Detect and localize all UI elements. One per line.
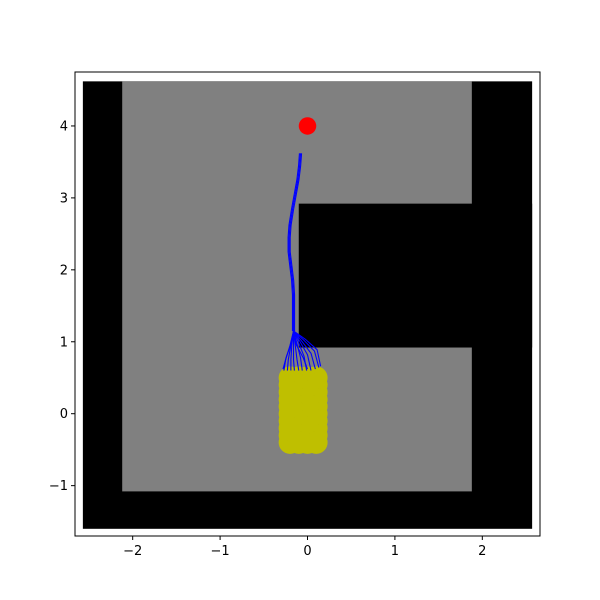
trajectories-layer [282,153,322,371]
trajectory-branch [292,330,309,370]
trajectory-branch [282,330,295,370]
plot-area [74,71,541,537]
y-axis: −1 0 1 2 3 4 [49,119,75,494]
y-tick-label: 3 [60,191,68,206]
obstacles-layer [298,203,533,348]
obstacle-region [298,203,533,348]
trajectory-branch [292,330,295,371]
x-tick-label: 0 [303,544,311,559]
trajectory-trunk [287,153,301,331]
trajectory-trunk [288,153,302,331]
y-tick-label: 0 [60,407,68,422]
goal-marker [298,117,317,135]
trajectory-trunk [289,153,303,331]
x-tick-label: 1 [391,544,399,559]
x-tick-label: −2 [123,544,142,559]
trajectory-branch [293,330,316,370]
x-axis: −2 −1 0 1 2 [123,536,486,559]
y-tick-label: 4 [60,119,68,134]
y-tick-label: −1 [49,479,68,494]
y-tick-label: 2 [60,263,68,278]
goal-layer [298,117,317,135]
trajectory-branch [293,330,322,367]
y-tick-label: 1 [60,335,68,350]
start-point [304,431,328,454]
x-tick-label: −1 [211,544,230,559]
trajectory-branch [293,330,320,368]
trajectory-branch [293,330,312,371]
start-points-layer [278,366,328,454]
x-tick-label: 2 [478,544,486,559]
